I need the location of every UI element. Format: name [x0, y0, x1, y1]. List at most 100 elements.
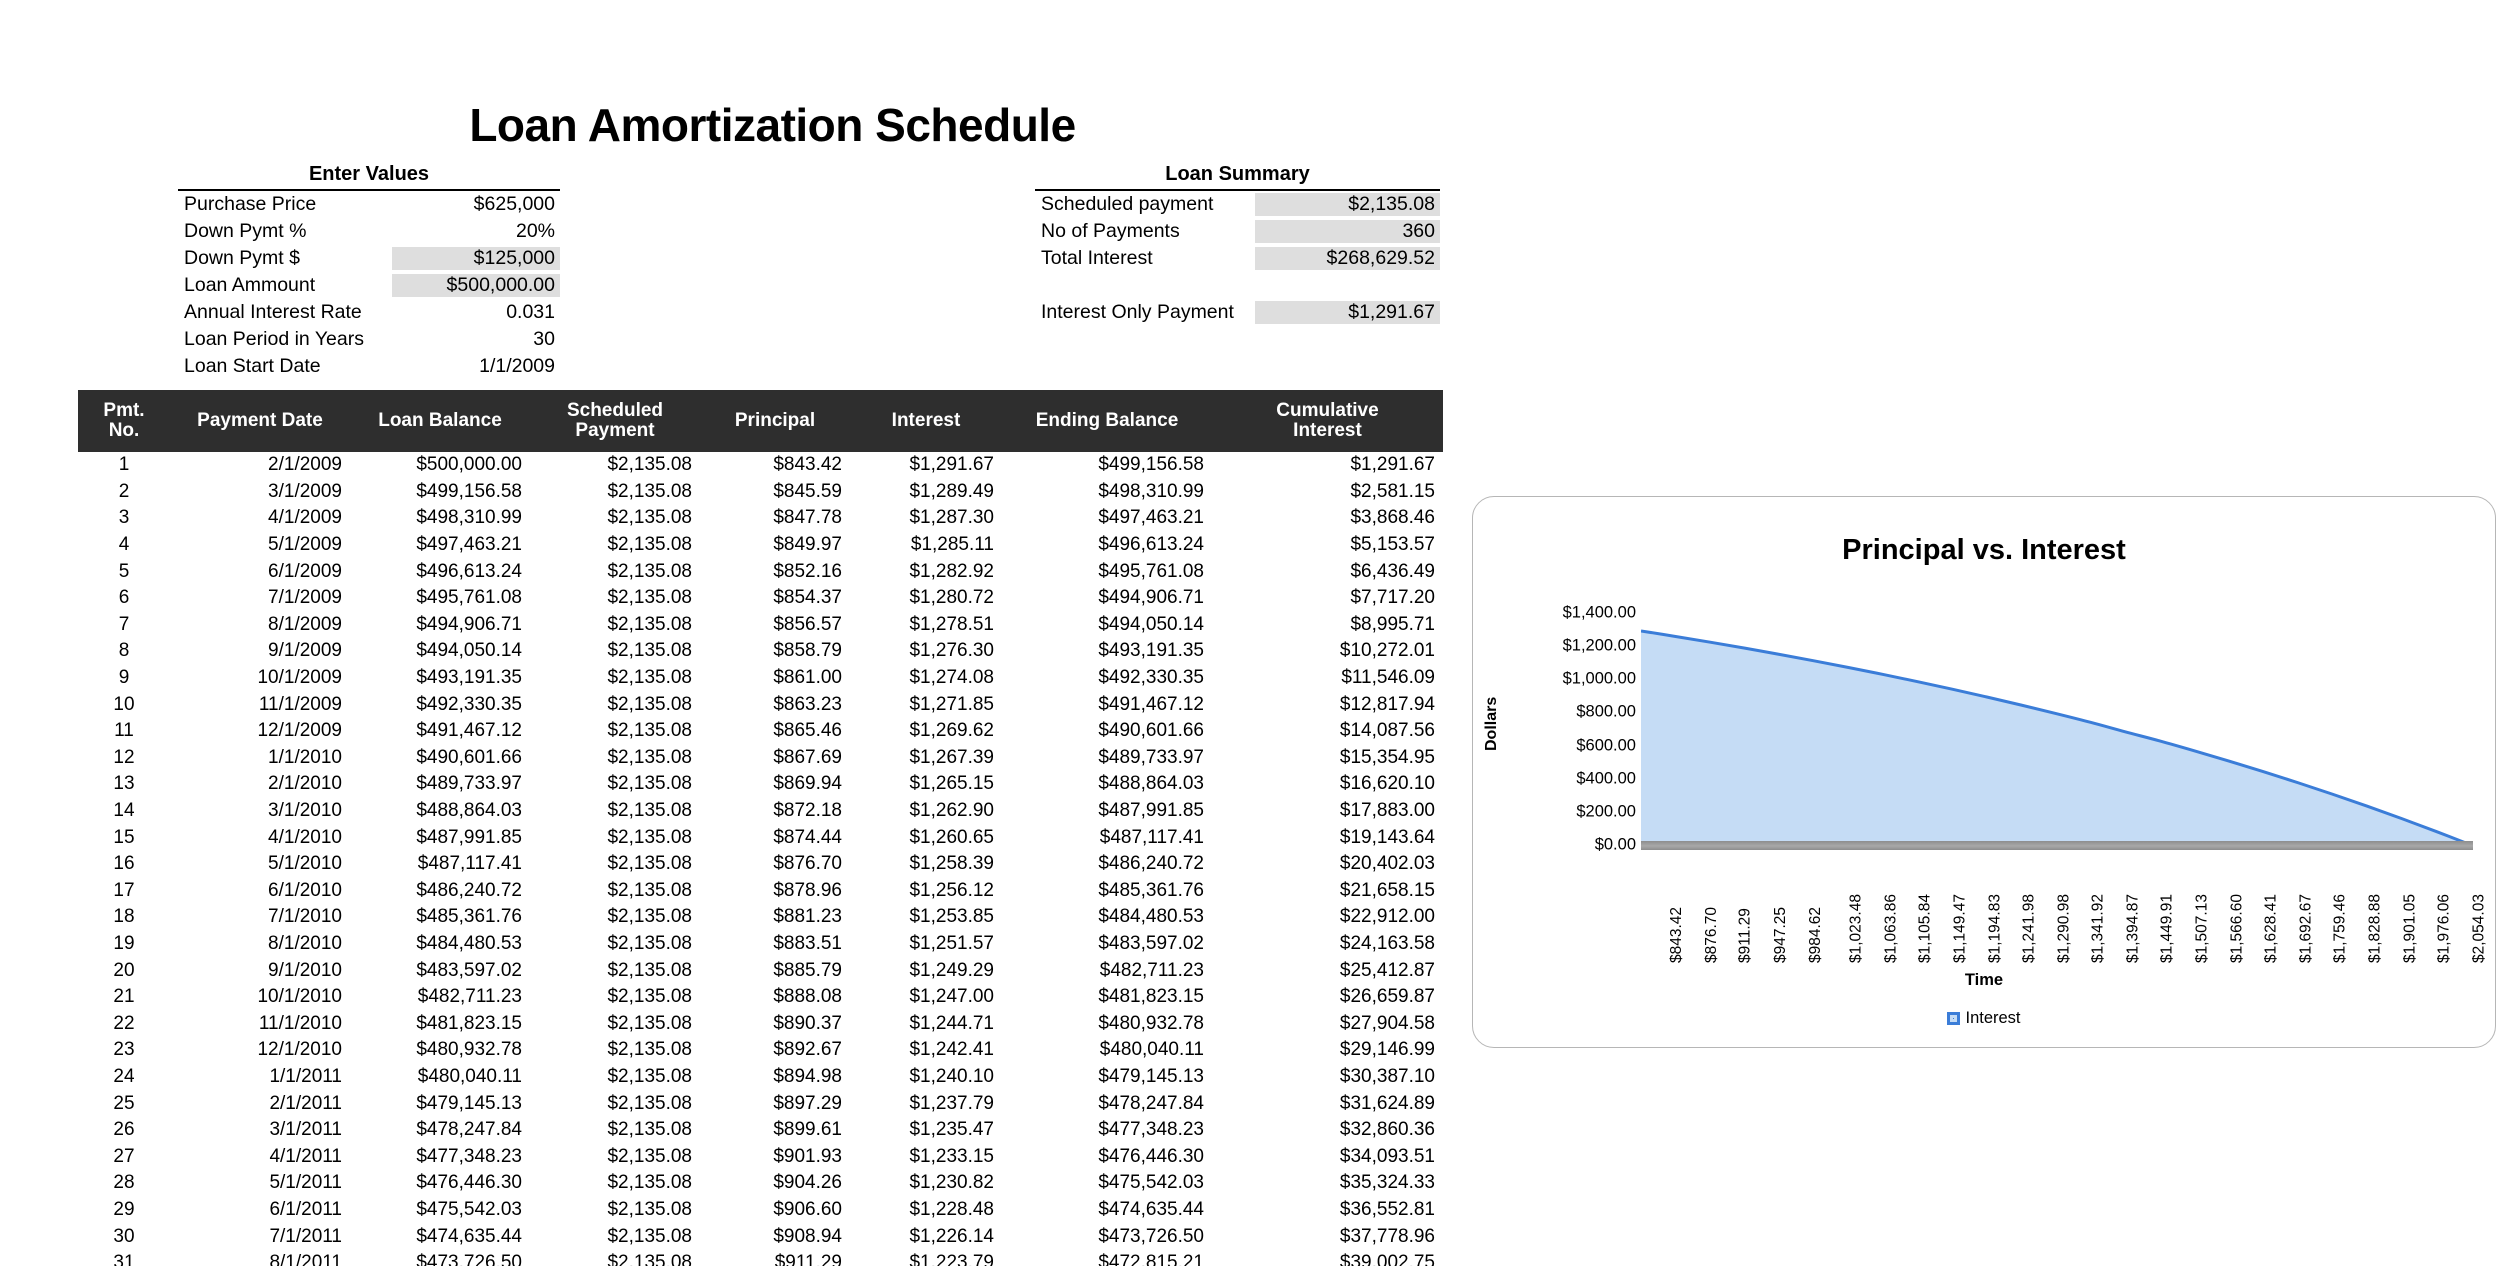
x-axis-tick-label: $1,341.92 — [2089, 894, 2107, 963]
cell-cum: $25,412.87 — [1339, 959, 1435, 981]
table-row[interactable]: 25 2/1/2011 $479,145.13 $2,135.08 $897.29 $1,… — [78, 1090, 1443, 1117]
x-axis-tick-label: $984.62 — [1806, 906, 1824, 963]
table-row[interactable]: 4 5/1/2009 $497,463.21 $2,135.08 $849.97 $1,2… — [78, 532, 1443, 559]
column-header-principal[interactable]: Principal — [700, 390, 850, 452]
table-row[interactable]: 24 1/1/2011 $480,040.11 $2,135.08 $894.98 $1,… — [78, 1064, 1443, 1091]
enter-values-label: Loan Ammount — [184, 274, 316, 296]
table-row[interactable]: 22 11/1/2010 $481,823.15 $2,135.08 $890.37 $1… — [78, 1010, 1443, 1037]
loan-summary-value[interactable]: 360 — [1255, 220, 1440, 243]
cell-prin: $869.94 — [773, 773, 842, 795]
table-row[interactable]: 28 5/1/2011 $476,446.30 $2,135.08 $904.26 $1,… — [78, 1170, 1443, 1197]
enter-values-value[interactable]: $625,000 — [473, 193, 555, 215]
cell-prin: $876.70 — [773, 853, 842, 875]
cell-bal: $487,991.85 — [416, 826, 522, 848]
interest-area-fill — [1641, 630, 2471, 845]
enter-values-value[interactable]: 1/1/2009 — [479, 355, 555, 377]
table-row[interactable]: 17 6/1/2010 $486,240.72 $2,135.08 $878.96 $1,… — [78, 878, 1443, 905]
cell-no: 20 — [113, 959, 135, 981]
column-header-scheduled-payment[interactable]: Scheduled Payment — [530, 390, 700, 452]
table-row[interactable]: 5 6/1/2009 $496,613.24 $2,135.08 $852.16 $1,2… — [78, 558, 1443, 585]
cell-cum: $20,402.03 — [1339, 853, 1435, 875]
cell-end: $492,330.35 — [1098, 667, 1204, 689]
table-row[interactable]: 6 7/1/2009 $495,761.08 $2,135.08 $854.37 $1,2… — [78, 585, 1443, 612]
column-header-pmt-no[interactable]: Pmt. No. — [78, 390, 170, 452]
cell-sch: $2,135.08 — [607, 800, 692, 822]
enter-values-row: Purchase Price $625,000 — [178, 191, 560, 218]
column-header-payment-date[interactable]: Payment Date — [170, 390, 350, 452]
table-row[interactable]: 15 4/1/2010 $487,991.85 $2,135.08 $874.44 $1,… — [78, 824, 1443, 851]
table-row[interactable]: 18 7/1/2010 $485,361.76 $2,135.08 $881.23 $1,… — [78, 904, 1443, 931]
x-axis-tick-label: $1,901.05 — [2401, 894, 2419, 963]
loan-summary-row: No of Payments 360 — [1035, 218, 1440, 245]
cell-no: 28 — [113, 1172, 135, 1194]
table-row[interactable]: 14 3/1/2010 $488,864.03 $2,135.08 $872.18 $1,… — [78, 798, 1443, 825]
cell-end: $488,864.03 — [1098, 773, 1204, 795]
table-row[interactable]: 11 12/1/2009 $491,467.12 $2,135.08 $865.46 $1… — [78, 718, 1443, 745]
table-row[interactable]: 21 10/1/2010 $482,711.23 $2,135.08 $888.08 $1… — [78, 984, 1443, 1011]
cell-date: 8/1/2010 — [268, 932, 342, 954]
chart-x-axis-ticks: $843.42 $876.70 $911.29 $947.25 $984.62 $1,02… — [1641, 855, 2487, 963]
column-header-interest[interactable]: Interest — [850, 390, 1002, 452]
chart-plot-wrapper: Dollars $1,400.00 $1,200.00 $1,000.00 $800.… — [1473, 497, 2495, 1047]
table-row[interactable]: 13 2/1/2010 $489,733.97 $2,135.08 $869.94 $1,… — [78, 771, 1443, 798]
table-row[interactable]: 27 4/1/2011 $477,348.23 $2,135.08 $901.93 $1,… — [78, 1143, 1443, 1170]
cell-sch: $2,135.08 — [607, 1092, 692, 1114]
cell-prin: $858.79 — [773, 640, 842, 662]
table-row[interactable]: 26 3/1/2011 $478,247.84 $2,135.08 $899.61 $1,… — [78, 1117, 1443, 1144]
x-axis-tick-label: $876.70 — [1702, 906, 1720, 963]
cell-date: 7/1/2010 — [268, 906, 342, 928]
enter-values-value[interactable]: $500,000.00 — [392, 274, 560, 297]
column-header-loan-balance[interactable]: Loan Balance — [350, 390, 530, 452]
cell-end: $495,761.08 — [1098, 560, 1204, 582]
chart-legend[interactable]: Interest — [1473, 1009, 2495, 1028]
y-axis-tick-label: $600.00 — [1576, 736, 1636, 755]
table-row[interactable]: 9 10/1/2009 $493,191.35 $2,135.08 $861.00 $1,… — [78, 665, 1443, 692]
x-axis-tick-label: $1,394.87 — [2124, 894, 2142, 963]
cell-end: $486,240.72 — [1098, 853, 1204, 875]
x-axis-tick-label: $1,449.91 — [2158, 894, 2176, 963]
cell-sch: $2,135.08 — [607, 1172, 692, 1194]
table-row[interactable]: 16 5/1/2010 $487,117.41 $2,135.08 $876.70 $1,… — [78, 851, 1443, 878]
cell-end: $477,348.23 — [1098, 1119, 1204, 1141]
table-row[interactable]: 30 7/1/2011 $474,635.44 $2,135.08 $908.94 $1,… — [78, 1223, 1443, 1250]
cell-no: 27 — [113, 1145, 135, 1167]
table-row[interactable]: 10 11/1/2009 $492,330.35 $2,135.08 $863.23 $1… — [78, 691, 1443, 718]
cell-end: $487,117.41 — [1099, 826, 1204, 848]
table-row[interactable]: 23 12/1/2010 $480,932.78 $2,135.08 $892.67 $1… — [78, 1037, 1443, 1064]
table-row[interactable]: 2 3/1/2009 $499,156.58 $2,135.08 $845.59 $1,2… — [78, 479, 1443, 506]
column-header-cumulative-interest[interactable]: Cumulative Interest — [1212, 390, 1443, 452]
enter-values-value[interactable]: $125,000 — [392, 247, 560, 270]
cell-cum: $14,087.56 — [1339, 720, 1435, 742]
table-row[interactable]: 3 4/1/2009 $498,310.99 $2,135.08 $847.78 $1,2… — [78, 505, 1443, 532]
table-row[interactable]: 8 9/1/2009 $494,050.14 $2,135.08 $858.79 $1,2… — [78, 638, 1443, 665]
table-row[interactable]: 1 2/1/2009 $500,000.00 $2,135.08 $843.42 $1,2… — [78, 452, 1443, 479]
principal-vs-interest-chart[interactable]: Principal vs. Interest Dollars $1,400.00… — [1472, 496, 2496, 1048]
loan-summary-row: Total Interest $268,629.52 — [1035, 245, 1440, 272]
loan-summary-value[interactable]: $2,135.08 — [1255, 193, 1440, 216]
table-row[interactable]: 29 6/1/2011 $475,542.03 $2,135.08 $906.60 $1,… — [78, 1197, 1443, 1224]
enter-values-value[interactable]: 20% — [515, 220, 555, 242]
loan-summary-value[interactable]: $1,291.67 — [1255, 301, 1440, 324]
cell-sch: $2,135.08 — [607, 480, 692, 502]
table-row[interactable]: 31 8/1/2011 $473,726.50 $2,135.08 $911.29 $1,… — [78, 1250, 1443, 1266]
table-row[interactable]: 7 8/1/2009 $494,906.71 $2,135.08 $856.57 $1,2… — [78, 612, 1443, 639]
table-row[interactable]: 12 1/1/2010 $490,601.66 $2,135.08 $867.69 $1,… — [78, 745, 1443, 772]
cell-cum: $24,163.58 — [1339, 932, 1435, 954]
enter-values-row: Loan Period in Years 30 — [178, 326, 560, 353]
loan-summary-value[interactable]: $268,629.52 — [1255, 247, 1440, 270]
table-row[interactable]: 20 9/1/2010 $483,597.02 $2,135.08 $885.79 $1,… — [78, 957, 1443, 984]
cell-prin: $849.97 — [773, 534, 842, 556]
cell-prin: $872.18 — [773, 800, 842, 822]
cell-end: $496,613.24 — [1098, 534, 1204, 556]
table-row[interactable]: 19 8/1/2010 $484,480.53 $2,135.08 $883.51 $1,… — [78, 931, 1443, 958]
enter-values-value[interactable]: 0.031 — [506, 301, 555, 323]
enter-values-value[interactable]: 30 — [533, 328, 555, 350]
enter-values-label: Loan Start Date — [184, 355, 321, 377]
cell-end: $489,733.97 — [1098, 746, 1204, 768]
column-header-ending-balance[interactable]: Ending Balance — [1002, 390, 1212, 452]
cell-prin: $888.08 — [773, 986, 842, 1008]
cell-prin: $906.60 — [773, 1198, 842, 1220]
cell-no: 4 — [118, 534, 130, 556]
enter-values-label: Loan Period in Years — [184, 328, 364, 350]
